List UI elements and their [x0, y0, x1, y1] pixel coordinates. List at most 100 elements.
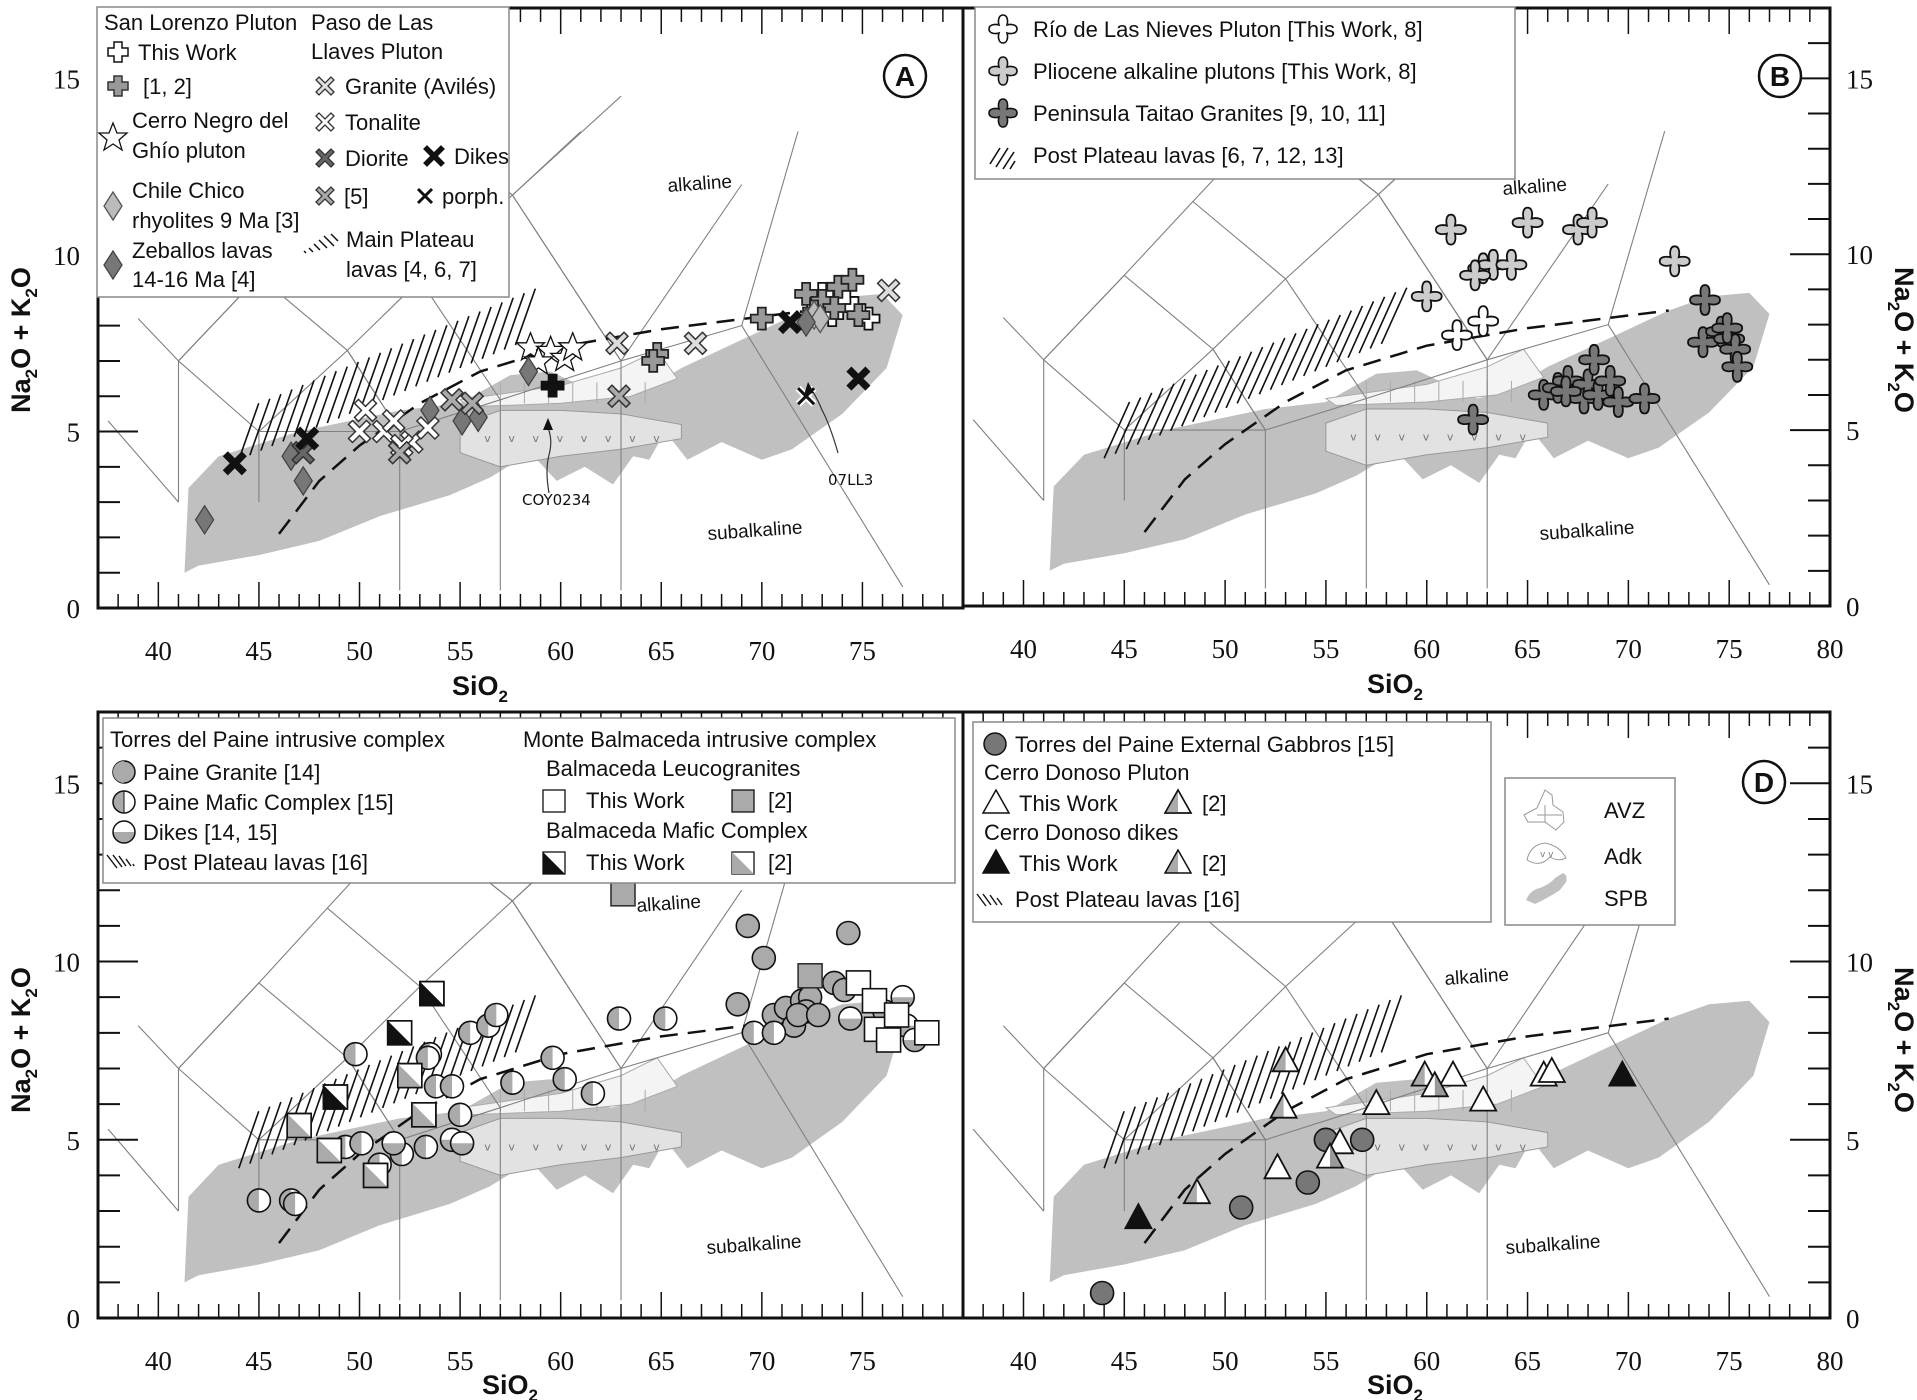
lava-hatch	[370, 1055, 393, 1113]
data-point-circle-half	[540, 1045, 565, 1071]
svg-text:SiO2: SiO2	[1367, 1370, 1423, 1400]
tas-field-boundary	[1124, 130, 1666, 431]
tas-field-boundary	[1123, 982, 1266, 1141]
data-point-quatrefoil-open	[1441, 319, 1473, 352]
y-axis-title-c: Na2O + K2O	[6, 967, 41, 1113]
data-point-star	[514, 331, 547, 362]
svg-text:Paso de Las: Paso de Las	[311, 10, 433, 35]
x-tick-label: 55	[1312, 634, 1339, 664]
lava-hatch	[1192, 1073, 1214, 1132]
adk-v-mark: v	[1471, 1140, 1478, 1153]
data-point-triangle-open	[1325, 1127, 1355, 1155]
legend-a-x-open-icon	[315, 112, 335, 132]
subalkaline-label-b: subalkaline	[1539, 517, 1635, 545]
data-point-circle-half	[500, 1070, 525, 1095]
data-point-diamond-light	[810, 303, 830, 334]
svg-text:Na2O + K2O: Na2O + K2O	[1884, 967, 1917, 1113]
adk-v-mark: v	[605, 432, 612, 445]
tas-field-boundary	[346, 1057, 401, 1141]
tas-field-boundary	[511, 194, 622, 362]
lava-hatch	[1214, 1064, 1236, 1123]
adk-v-mark: v	[1447, 431, 1454, 444]
svg-text:This Work: This Work	[586, 850, 686, 875]
svg-text:A: A	[895, 61, 915, 92]
data-point-x-light	[683, 331, 708, 356]
lava-hatch	[271, 389, 293, 447]
lava-hatch	[348, 1064, 371, 1123]
data-point-quatrefoil-light	[1435, 213, 1467, 246]
svg-text:Ghío pluton: Ghío pluton	[132, 138, 246, 163]
lava-hatch	[359, 1060, 382, 1118]
legend-a-x-light-icon	[315, 76, 335, 96]
x-tick-label: 75	[1716, 634, 1743, 664]
x-tick-label: 55	[447, 636, 474, 666]
tas-field-boundary	[1043, 982, 1125, 1069]
lava-hatch	[470, 306, 492, 364]
y-tick-label: 10	[53, 948, 80, 978]
lava-hatch	[326, 366, 348, 424]
data-point-circle-half	[447, 1102, 473, 1128]
adk-v-mark: v	[557, 432, 564, 445]
lava-hatch	[426, 325, 448, 383]
data-point-triangle-open	[1361, 1088, 1391, 1115]
tas-field-boundary	[1043, 1068, 1125, 1141]
data-point-circle-gray	[835, 920, 861, 946]
data-point-circle-half	[282, 1191, 308, 1217]
adk-v-mark: v	[484, 1140, 491, 1153]
y-tick-label: 10	[1846, 948, 1873, 978]
alkaline-subalkaline-divider	[278, 310, 803, 535]
lava-hatch	[1358, 1004, 1380, 1062]
y-tick-label: 10	[53, 241, 80, 271]
svg-text:Torres del Paine intrusive com: Torres del Paine intrusive complex	[110, 727, 445, 752]
tas-field-boundary	[258, 982, 401, 1141]
data-point-triangle-open	[1537, 1056, 1567, 1083]
data-point-x-black	[295, 426, 320, 451]
adk-v-mark: v	[1423, 1140, 1430, 1153]
y-tick-label: 10	[1846, 240, 1873, 270]
svg-text:Dikes [14, 15]: Dikes [14, 15]	[143, 820, 278, 845]
data-point-square-half-black	[386, 1020, 413, 1046]
data-point-quatrefoil-light	[1576, 206, 1608, 239]
lava-hatch	[1147, 383, 1175, 441]
data-point-circle-bottom	[381, 1131, 407, 1156]
tas-field-boundary	[107, 420, 179, 503]
x-tick-label: 45	[1111, 634, 1138, 664]
data-point-square-half-gray	[316, 1137, 343, 1164]
data-point-x-gray	[439, 387, 465, 412]
lava-hatch	[1369, 291, 1397, 349]
tas-field-boundary	[1212, 348, 1266, 431]
data-point-square-half-gray	[411, 1102, 437, 1128]
legend-c-hatch-icon	[106, 854, 135, 869]
legend-c-circle-half-icon-2	[112, 790, 136, 814]
legend-c-square-open-icon	[542, 789, 566, 813]
tas-field-boundary	[1607, 324, 1770, 586]
lava-hatch	[1203, 360, 1231, 418]
y-tick-label: 15	[1846, 64, 1873, 94]
legend-d-avz-icon	[1523, 789, 1565, 831]
data-point-square-gray	[797, 962, 823, 989]
lava-hatch	[1181, 369, 1208, 427]
adk-v-mark: v	[605, 1140, 612, 1153]
lava-hatch	[249, 1106, 271, 1164]
lava-hatch	[1236, 1055, 1258, 1113]
legend-c: Torres del Paine intrusive complex Monte…	[102, 717, 956, 884]
data-point-circle-half	[439, 1074, 465, 1099]
lava-hatch	[1225, 1060, 1247, 1118]
svg-text:Na2O + K2O: Na2O + K2O	[6, 967, 41, 1113]
svg-text:Monte Balmaceda intrusive comp: Monte Balmaceda intrusive complex	[523, 727, 876, 752]
legend-a-x-gray-icon	[315, 186, 335, 206]
lava-hatch	[238, 403, 260, 461]
data-point-x-open	[347, 419, 372, 444]
svg-text:Dikes: Dikes	[454, 144, 509, 169]
legend-c-square-half-gray-icon	[731, 851, 755, 875]
svg-text:Na2O + K2O: Na2O + K2O	[6, 267, 41, 413]
svg-text:Paine Granite [14]: Paine Granite [14]	[143, 760, 320, 785]
x-tick-label: 65	[1514, 1346, 1541, 1376]
svg-text:This Work: This Work	[138, 40, 238, 65]
lava-hatch	[1291, 323, 1319, 381]
data-point-quatrefoil-light	[1410, 280, 1443, 313]
data-point-x-light	[604, 331, 630, 356]
data-point-quatrefoil-dark	[1689, 284, 1721, 316]
lava-hatch	[415, 329, 437, 387]
svg-text:Chile Chico: Chile Chico	[132, 178, 245, 203]
